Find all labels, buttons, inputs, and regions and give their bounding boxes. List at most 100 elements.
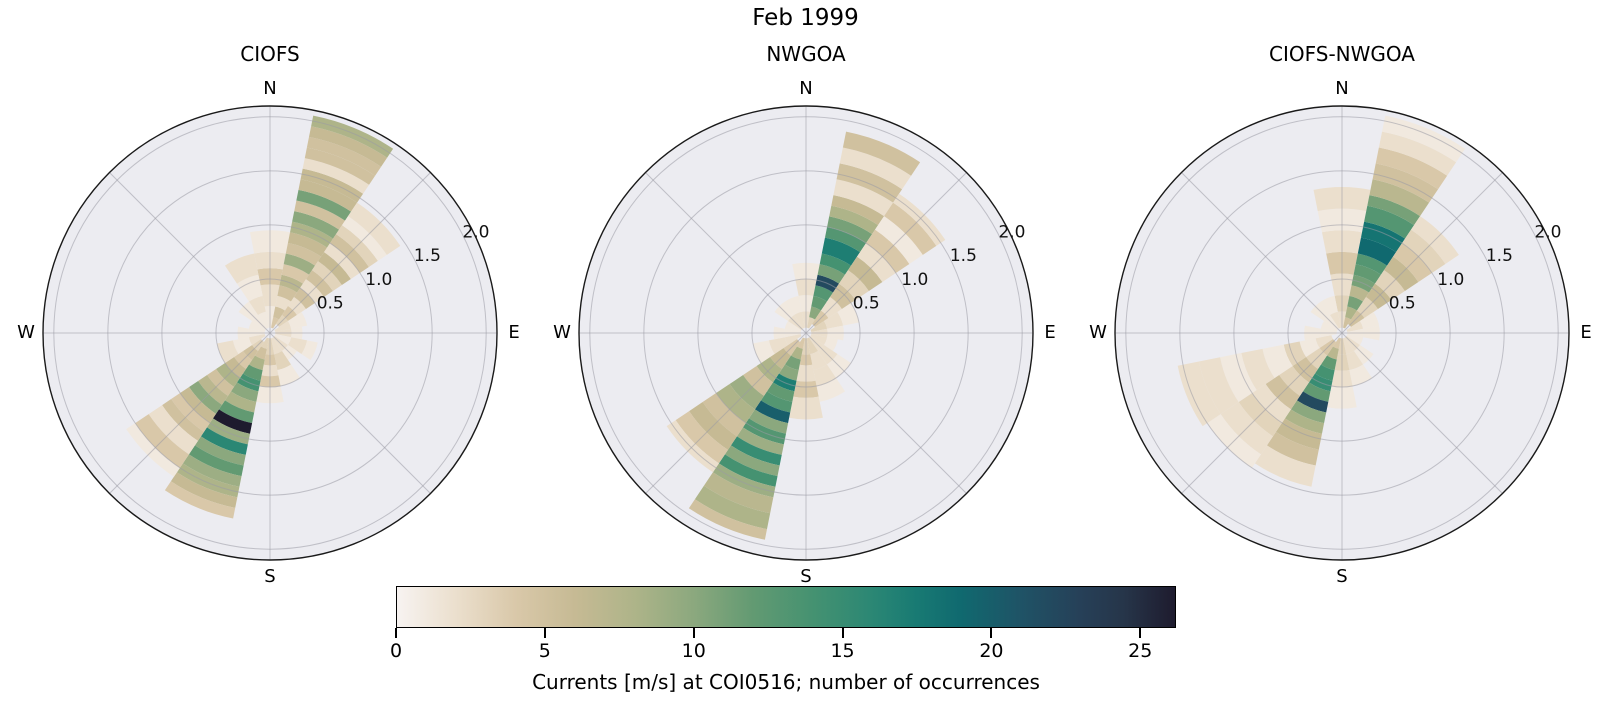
rose-petal [301, 340, 318, 361]
polar-spoke [645, 332, 807, 494]
colorbar-tick [543, 628, 546, 638]
rose-petal [1382, 115, 1466, 163]
colorbar-tick-label: 20 [979, 640, 1004, 662]
rose-petal [274, 320, 292, 332]
colorbar-tick-label: 15 [830, 640, 855, 662]
rose-petal [813, 285, 834, 302]
rose-petal [194, 436, 246, 466]
rose-petal [287, 311, 308, 329]
rose-petal [1359, 311, 1380, 329]
rose-petal [224, 253, 259, 284]
rose-petal [784, 355, 801, 371]
radial-tick-label: 1.5 [1486, 246, 1513, 266]
radial-tick-label: 1.0 [901, 270, 928, 290]
rose-petal [807, 317, 816, 329]
rose-petal [1299, 338, 1320, 358]
rose-petal [1290, 400, 1327, 424]
colorbar-tick-label: 5 [538, 640, 551, 662]
rose-petal [833, 179, 894, 217]
colorbar-tick [841, 628, 844, 638]
rose-petal [275, 295, 292, 311]
rose-petal [292, 211, 340, 239]
rose-petal [302, 158, 370, 194]
rose-petal [688, 499, 767, 540]
polar-spoke [645, 172, 807, 334]
rose-petal [277, 285, 298, 302]
rose-petal [813, 364, 837, 387]
radial-tick-label: 1.0 [365, 270, 392, 290]
rose-petal [1353, 264, 1382, 284]
subplot-title-ciofs-nwgoa: CIOFS-NWGOA [1269, 42, 1415, 66]
polar-grid [43, 106, 497, 560]
colorbar-tick-label: 10 [681, 640, 706, 662]
subplot-title-ciofs: CIOFS [240, 42, 300, 66]
rose-petal [694, 485, 771, 530]
rose-petal [810, 350, 828, 371]
radial-tick-label: 2.0 [462, 223, 489, 243]
colorbar: 0 5 10 15 20 25 Currents [m/s] at COI0516; nu… [390, 586, 1176, 706]
rose-petal [273, 306, 286, 320]
rose-petal [1284, 409, 1325, 434]
cardinal-label-e: E [1580, 322, 1591, 343]
rose-petal [1283, 341, 1307, 367]
rose-petal [248, 334, 266, 346]
rose-petal [1345, 306, 1358, 320]
rose-petal [271, 317, 280, 329]
rose-petal [784, 295, 802, 316]
rose-petal [1177, 361, 1221, 427]
rose-petal [842, 131, 921, 176]
rose-petal [1332, 337, 1341, 349]
rose-petal [1220, 353, 1257, 403]
cardinal-label-s: S [264, 566, 275, 587]
rose-petal [206, 418, 250, 445]
colorbar-label: Currents [m/s] at COI0516; number of occ… [532, 670, 1040, 694]
rose-petal [294, 200, 346, 230]
radial-tick-label: 2.0 [998, 223, 1025, 243]
rose-petal [778, 364, 799, 381]
rose-petal [703, 472, 774, 514]
rose-petal [736, 427, 784, 455]
rose-petal [287, 232, 328, 257]
rose-petal [1302, 382, 1331, 402]
rose-petal [271, 337, 283, 355]
rose-petal [752, 340, 775, 364]
rose-petal [254, 346, 267, 360]
rose-petal [760, 391, 793, 413]
rose-petal [811, 295, 828, 311]
cardinal-label-n: N [263, 78, 276, 99]
rose-petal [730, 436, 782, 466]
figure-title: Feb 1999 [752, 5, 859, 31]
rose-petal [810, 320, 828, 332]
rose-plot-ciofs: 0.5 1.0 1.5 2.0 N E S W [17, 78, 520, 587]
rose-petal [1320, 320, 1338, 332]
rose-petal [837, 302, 860, 326]
rose-petal [793, 311, 805, 329]
rose-petal [182, 454, 242, 487]
radial-tick-label: 1.0 [1437, 270, 1464, 290]
rose-petal [274, 334, 292, 346]
rose-petal [790, 346, 803, 360]
rose-petal [823, 311, 844, 329]
colorbar-gradient [396, 586, 1176, 628]
rose-petal [784, 320, 802, 332]
rose-petal [810, 334, 828, 346]
rose-petal [200, 427, 248, 455]
rose-petal [754, 400, 791, 424]
rose-petal [768, 337, 789, 355]
rose-petal [796, 337, 805, 349]
radial-tick-label: 2.0 [1534, 223, 1561, 243]
polar-grid [579, 106, 1033, 560]
rose-petal [1315, 335, 1334, 349]
polar-spoke [805, 172, 967, 334]
rose-petal [236, 274, 263, 302]
rose-petal [1369, 179, 1430, 217]
rose-petal [274, 350, 292, 371]
rose-petal [816, 377, 846, 402]
polar-spoke [269, 172, 431, 334]
rose-petal [170, 472, 238, 508]
colorbar-tick-label: 25 [1128, 640, 1153, 662]
rose-petal [718, 454, 778, 487]
rose-plot-nwgoa: 0.5 1.0 1.5 2.0 N E S W [553, 78, 1056, 587]
polar-spine [578, 105, 1034, 561]
